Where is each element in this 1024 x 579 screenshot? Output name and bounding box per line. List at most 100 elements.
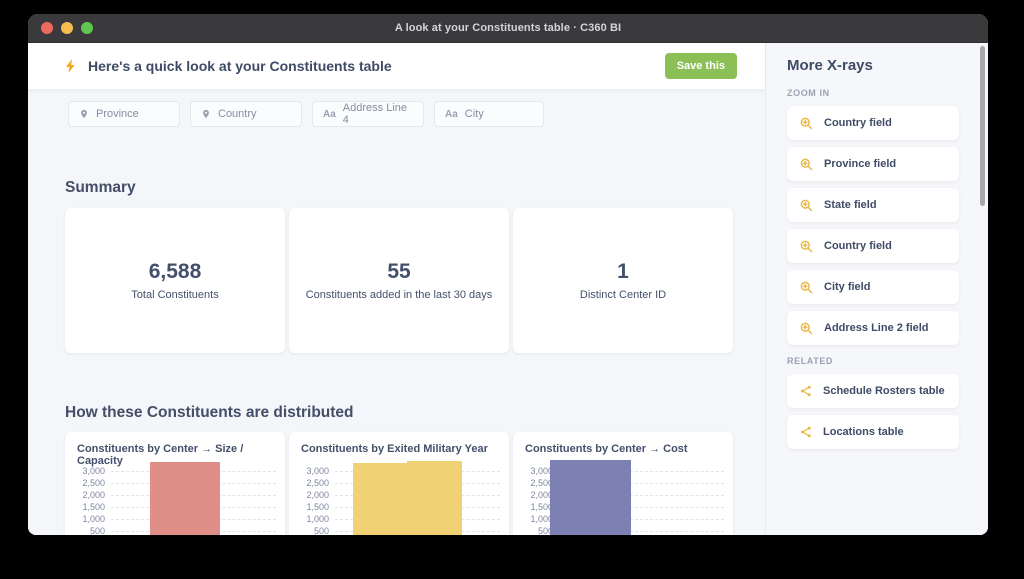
filter-chip-city[interactable]: Aa City (434, 101, 544, 127)
zoom-in-icon (799, 321, 814, 336)
y-tick-label: 1,000 (306, 514, 329, 524)
gridline (559, 518, 724, 520)
y-tick-label: 1,500 (82, 502, 105, 512)
y-tick-label: 2,500 (530, 478, 553, 488)
y-tick-label: 1,500 (530, 502, 553, 512)
y-tick-label: 2,000 (306, 490, 329, 500)
y-tick-label: 3,000 (82, 466, 105, 476)
y-tick-label: 500 (537, 526, 553, 535)
gridline (559, 530, 724, 532)
filter-chip-label: Province (96, 108, 139, 120)
app-window: A look at your Constituents table · C360… (28, 14, 988, 535)
sidebar-item-city-field[interactable]: City field (787, 270, 959, 304)
summary-value: 6,588 (148, 260, 202, 284)
bar-size-capacity[interactable] (150, 462, 220, 535)
gridline (559, 470, 724, 472)
bar-year-1[interactable] (353, 463, 407, 535)
chart-card-cost[interactable]: Constituents by Center → Cost 3,000 2,50… (513, 432, 733, 535)
sidebar-item-province-field[interactable]: Province field (787, 147, 959, 181)
y-tick: 2,500 (523, 478, 724, 488)
zoom-in-icon (799, 280, 814, 295)
sidebar-item-state-field[interactable]: State field (787, 188, 959, 222)
filter-chip-address-line-4[interactable]: Aa Address Line 4 (312, 101, 424, 127)
sidebar-scrollbar[interactable] (980, 46, 985, 206)
chart-card-exited-military-year[interactable]: Constituents by Exited Military Year 3,0… (289, 432, 509, 535)
y-tick-label: 2,500 (82, 478, 105, 488)
close-button[interactable] (41, 22, 53, 34)
bar-cost[interactable] (550, 460, 631, 535)
sidebar-more-xrays: More X-rays ZOOM IN Country field Provin… (765, 43, 988, 535)
filter-chip-province[interactable]: Province (68, 101, 180, 127)
summary-value: 1 (617, 260, 629, 284)
main-scroll-area[interactable]: Province Country Aa Address Line 4 Aa (28, 90, 765, 535)
summary-label: Constituents added in the last 30 days (305, 288, 493, 301)
traffic-lights (41, 14, 93, 42)
chart-title: Constituents by Exited Military Year (301, 443, 488, 455)
text-field-icon: Aa (323, 108, 336, 120)
sidebar-item-address-line-2-field[interactable]: Address Line 2 field (787, 311, 959, 345)
zoom-in-icon (799, 116, 814, 131)
page-title: Here's a quick look at your Constituents… (88, 58, 392, 74)
y-tick-label: 3,000 (306, 466, 329, 476)
sidebar-item-label: Address Line 2 field (824, 322, 929, 334)
sidebar-section-related: RELATED (787, 356, 834, 366)
text-field-icon: Aa (445, 108, 458, 120)
gridline (559, 506, 724, 508)
bar-year-2[interactable] (407, 461, 462, 535)
zoom-in-icon (799, 239, 814, 254)
summary-value: 55 (387, 260, 411, 284)
y-tick-label: 2,500 (306, 478, 329, 488)
distribution-heading: How these Constituents are distributed (65, 404, 354, 421)
y-tick-label: 500 (89, 526, 105, 535)
sidebar-item-label: State field (824, 199, 877, 211)
filter-chip-country[interactable]: Country (190, 101, 302, 127)
sidebar-title: More X-rays (787, 57, 873, 74)
location-pin-icon (201, 108, 211, 120)
distribution-charts: Constituents by Center → Size / Capacity… (65, 432, 765, 535)
minimize-button[interactable] (61, 22, 73, 34)
filter-chips-row: Province Country Aa Address Line 4 Aa (68, 101, 765, 127)
y-tick: 3,000 (523, 466, 724, 476)
summary-card-distinct-center-id: 1 Distinct Center ID (513, 208, 733, 353)
y-tick-label: 1,500 (306, 502, 329, 512)
y-tick-label: 2,000 (530, 490, 553, 500)
y-tick-label: 1,000 (82, 514, 105, 524)
titlebar: A look at your Constituents table · C360… (28, 14, 988, 43)
y-tick: 500 (523, 526, 724, 535)
main-area: Here's a quick look at your Constituents… (28, 43, 765, 535)
sidebar-item-country-field[interactable]: Country field (787, 106, 959, 140)
zoom-in-icon (799, 198, 814, 213)
gridline (559, 482, 724, 484)
chart-card-size-capacity[interactable]: Constituents by Center → Size / Capacity… (65, 432, 285, 535)
filter-chip-label: City (464, 108, 484, 120)
sidebar-item-schedule-rosters-table[interactable]: Schedule Rosters table (787, 374, 959, 408)
y-tick: 1,000 (523, 514, 724, 524)
sidebar-item-label: Schedule Rosters table (823, 385, 945, 397)
sidebar-item-label: City field (824, 281, 871, 293)
sidebar-item-label: Locations table (823, 426, 904, 438)
sidebar-item-country-field-2[interactable]: Country field (787, 229, 959, 263)
filter-chip-label: Country (218, 108, 257, 120)
y-tick-label: 1,000 (530, 514, 553, 524)
sidebar-item-label: Country field (824, 240, 892, 252)
summary-card-added-30-days: 55 Constituents added in the last 30 day… (289, 208, 509, 353)
y-tick-label: 500 (313, 526, 329, 535)
save-button[interactable]: Save this (664, 53, 737, 79)
sidebar-item-label: Province field (824, 158, 897, 170)
filter-chip-label: Address Line 4 (342, 102, 408, 126)
chart-title: Constituents by Center → Size / Capacity (77, 443, 244, 467)
window-title: A look at your Constituents table · C360… (394, 22, 622, 34)
chart-title: Constituents by Center → Cost (525, 443, 688, 455)
summary-label: Distinct Center ID (579, 288, 667, 301)
y-tick-label: 3,000 (530, 466, 553, 476)
sidebar-item-locations-table[interactable]: Locations table (787, 415, 959, 449)
summary-card-total-constituents: 6,588 Total Constituents (65, 208, 285, 353)
sidebar-item-label: Country field (824, 117, 892, 129)
summary-label: Total Constituents (131, 288, 219, 301)
zoom-button[interactable] (81, 22, 93, 34)
location-pin-icon (79, 108, 89, 120)
share-icon (799, 384, 813, 398)
sidebar-section-zoom-in: ZOOM IN (787, 88, 830, 98)
zoom-in-icon (799, 157, 814, 172)
gridline (559, 494, 724, 496)
